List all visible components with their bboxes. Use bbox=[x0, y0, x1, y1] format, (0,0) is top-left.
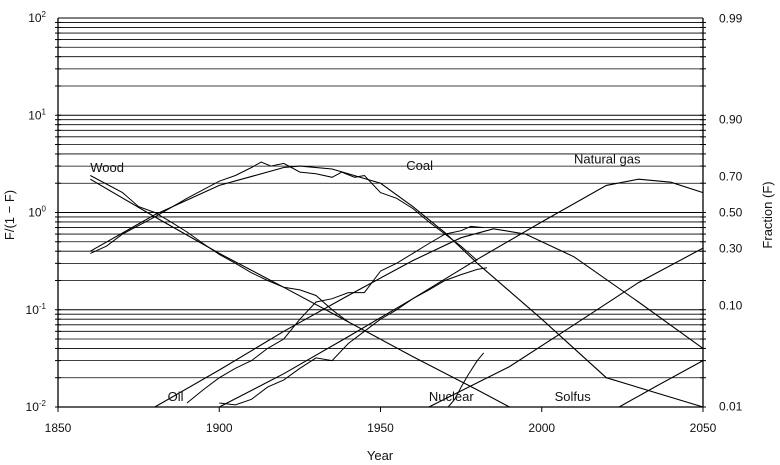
axes bbox=[55, 18, 706, 412]
nuclear-fit-line bbox=[428, 247, 704, 408]
x-tick-label: 2050 bbox=[690, 421, 717, 435]
solfus-fit-line bbox=[618, 360, 704, 408]
x-tick-label: 1850 bbox=[45, 421, 72, 435]
y-axis-label-left: F/(1 − F) bbox=[2, 190, 17, 240]
y-right-tick-label: 0.90 bbox=[719, 113, 743, 127]
nuclear-label: Nuclear bbox=[429, 389, 474, 404]
y-left-tick-label: 100 bbox=[28, 205, 46, 220]
y-right-tick-label: 0.99 bbox=[719, 11, 743, 25]
x-tick-label: 1900 bbox=[206, 421, 233, 435]
oil-observed-line bbox=[186, 225, 484, 404]
wood-observed-line bbox=[90, 175, 349, 323]
y-right-tick-label: 0.10 bbox=[719, 298, 743, 312]
series-labels: Wood Coal Oil Natural gas Nuclear Solfus bbox=[90, 151, 641, 404]
coal-fit-line bbox=[90, 165, 704, 408]
x-tick-label: 2000 bbox=[528, 421, 555, 435]
oil-fit-line bbox=[154, 228, 704, 408]
tick-labels: 1850 1900 1950 2000 2050 10-2 10-1 100 101 102 0.9… bbox=[26, 10, 743, 435]
coal-label: Coal bbox=[406, 158, 433, 173]
natural-gas-fit-line bbox=[219, 178, 704, 408]
x-tick-label: 1950 bbox=[367, 421, 394, 435]
y-axis-label-right: Fraction (F) bbox=[760, 181, 775, 248]
wood-fit-line bbox=[90, 178, 510, 408]
nuclear-observed-line bbox=[447, 352, 485, 408]
coal-observed-line bbox=[90, 161, 478, 261]
y-right-tick-label: 0.70 bbox=[719, 170, 743, 184]
y-right-tick-label: 0.30 bbox=[719, 241, 743, 255]
y-left-tick-label: 10-1 bbox=[26, 302, 47, 317]
solfus-label: Solfus bbox=[555, 389, 592, 404]
natural-gas-observed-line bbox=[219, 267, 487, 406]
grid-lines bbox=[58, 17, 703, 408]
series-lines bbox=[90, 161, 704, 408]
y-left-tick-label: 101 bbox=[28, 107, 46, 122]
wood-label: Wood bbox=[90, 160, 124, 175]
oil-label: Oil bbox=[168, 389, 184, 404]
y-right-tick-label: 0.50 bbox=[719, 206, 743, 220]
y-left-tick-label: 102 bbox=[28, 10, 46, 25]
y-right-tick-label: 0.01 bbox=[719, 400, 743, 414]
x-axis-label: Year bbox=[367, 448, 394, 463]
y-left-tick-label: 10-2 bbox=[26, 399, 47, 414]
natural-gas-label: Natural gas bbox=[574, 151, 641, 166]
